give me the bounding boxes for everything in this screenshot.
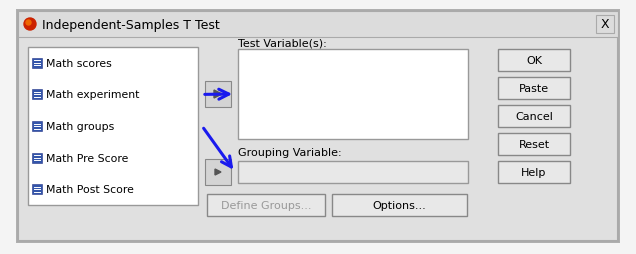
Text: Define Groups...: Define Groups...	[221, 200, 311, 210]
Text: Independent-Samples T Test: Independent-Samples T Test	[42, 19, 220, 31]
FancyBboxPatch shape	[32, 184, 42, 194]
FancyBboxPatch shape	[205, 82, 231, 108]
FancyBboxPatch shape	[238, 161, 468, 183]
FancyBboxPatch shape	[16, 10, 620, 243]
FancyBboxPatch shape	[238, 50, 468, 139]
FancyBboxPatch shape	[332, 194, 467, 216]
FancyBboxPatch shape	[498, 133, 570, 155]
Text: Math scores: Math scores	[46, 59, 112, 69]
FancyBboxPatch shape	[498, 50, 570, 72]
Text: OK: OK	[526, 56, 542, 66]
FancyBboxPatch shape	[28, 48, 198, 205]
Polygon shape	[214, 91, 222, 99]
Text: Help: Help	[522, 167, 547, 177]
Text: Reset: Reset	[518, 139, 550, 149]
FancyBboxPatch shape	[32, 121, 42, 132]
Text: X: X	[600, 19, 609, 31]
FancyBboxPatch shape	[498, 106, 570, 128]
FancyBboxPatch shape	[207, 194, 325, 216]
FancyBboxPatch shape	[18, 12, 618, 38]
Text: Math Pre Score: Math Pre Score	[46, 153, 128, 163]
Text: Math experiment: Math experiment	[46, 90, 139, 100]
Text: Cancel: Cancel	[515, 112, 553, 121]
FancyBboxPatch shape	[205, 159, 231, 185]
Polygon shape	[215, 169, 221, 175]
Text: Paste: Paste	[519, 84, 549, 94]
Circle shape	[26, 21, 31, 26]
Text: Math groups: Math groups	[46, 121, 114, 132]
Text: Test Variable(s):: Test Variable(s):	[238, 38, 327, 48]
Text: Math Post Score: Math Post Score	[46, 184, 134, 194]
Text: Options...: Options...	[373, 200, 426, 210]
FancyBboxPatch shape	[596, 16, 614, 34]
FancyBboxPatch shape	[32, 153, 42, 163]
FancyBboxPatch shape	[498, 78, 570, 100]
FancyBboxPatch shape	[32, 90, 42, 100]
FancyBboxPatch shape	[32, 59, 42, 69]
FancyBboxPatch shape	[18, 12, 618, 241]
Text: Grouping Variable:: Grouping Variable:	[238, 147, 342, 157]
FancyBboxPatch shape	[498, 161, 570, 183]
Circle shape	[24, 19, 36, 31]
